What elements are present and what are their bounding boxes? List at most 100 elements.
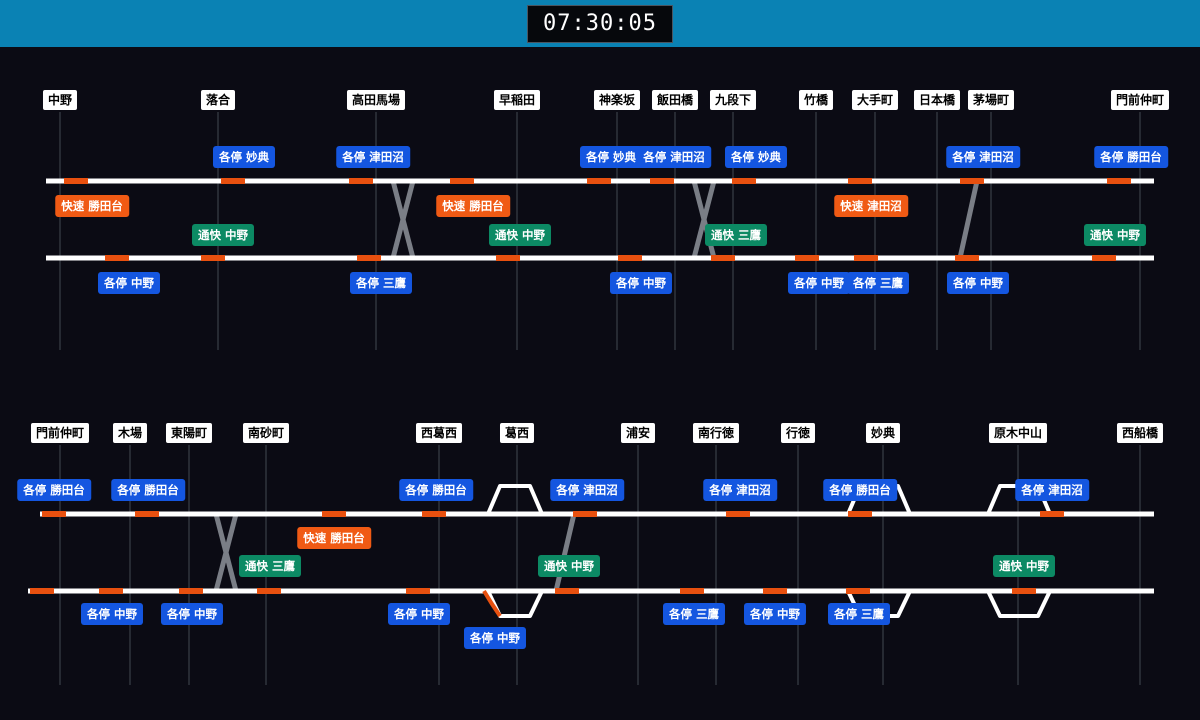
station-label: 葛西 <box>499 423 535 443</box>
train-label-local[interactable]: 各停 津田沼 <box>336 146 410 168</box>
crossover-track <box>553 513 577 592</box>
train-position-block <box>726 511 750 517</box>
train-label-local[interactable]: 各停 中野 <box>463 627 527 649</box>
station-label: 早稲田 <box>493 90 541 110</box>
clock-display: 07:30:05 <box>527 5 673 43</box>
train-label-commuter-rapid[interactable]: 通快 三鷹 <box>704 224 768 246</box>
station-label: 西船橋 <box>1116 423 1164 443</box>
crossover-track <box>691 180 717 259</box>
train-position-block <box>496 255 520 261</box>
train-position-block <box>680 588 704 594</box>
station-label: 原木中山 <box>988 423 1048 443</box>
train-position-block <box>105 255 129 261</box>
train-position-block <box>1092 255 1116 261</box>
train-position-block <box>573 511 597 517</box>
train-position-block <box>64 178 88 184</box>
train-position-block <box>1040 511 1064 517</box>
train-label-commuter-rapid[interactable]: 通快 中野 <box>191 224 255 246</box>
train-position-block <box>795 255 819 261</box>
train-label-local[interactable]: 各停 津田沼 <box>946 146 1020 168</box>
train-position-block <box>763 588 787 594</box>
train-label-local[interactable]: 各停 中野 <box>387 603 451 625</box>
station-label: 竹橋 <box>798 90 834 110</box>
train-label-local[interactable]: 各停 三鷹 <box>846 272 910 294</box>
train-label-local[interactable]: 各停 中野 <box>609 272 673 294</box>
train-label-rapid[interactable]: 快速 津田沼 <box>834 195 908 217</box>
train-label-local[interactable]: 各停 妙典 <box>724 146 788 168</box>
train-position-block <box>848 511 872 517</box>
train-position-block <box>322 511 346 517</box>
train-label-local[interactable]: 各停 津田沼 <box>703 479 777 501</box>
header-bar: 07:30:05 <box>0 0 1200 47</box>
train-position-block <box>201 255 225 261</box>
train-label-rapid[interactable]: 快速 勝田台 <box>297 527 371 549</box>
train-label-local[interactable]: 各停 勝田台 <box>1094 146 1168 168</box>
train-position-block <box>732 178 756 184</box>
station-label: 木場 <box>112 423 148 443</box>
siding-track <box>986 590 1052 618</box>
train-label-local[interactable]: 各停 津田沼 <box>637 146 711 168</box>
station-label: 大手町 <box>851 90 899 110</box>
siding-track <box>486 484 544 515</box>
train-label-local[interactable]: 各停 中野 <box>787 272 851 294</box>
train-position-block <box>555 588 579 594</box>
station-label: 高田馬場 <box>346 90 406 110</box>
station-label: 東陽町 <box>165 423 213 443</box>
occupied-siding <box>482 589 502 618</box>
train-position-block <box>955 255 979 261</box>
station-label: 飯田橋 <box>651 90 699 110</box>
train-label-local[interactable]: 各停 妙典 <box>212 146 276 168</box>
train-position-block <box>422 511 446 517</box>
station-label: 浦安 <box>620 423 656 443</box>
train-label-local[interactable]: 各停 勝田台 <box>823 479 897 501</box>
station-label: 門前仲町 <box>1110 90 1170 110</box>
train-label-local[interactable]: 各停 三鷹 <box>349 272 413 294</box>
train-label-local[interactable]: 各停 津田沼 <box>550 479 624 501</box>
train-position-block <box>349 178 373 184</box>
train-label-local[interactable]: 各停 三鷹 <box>827 603 891 625</box>
train-position-block <box>257 588 281 594</box>
train-label-local[interactable]: 各停 津田沼 <box>1015 479 1089 501</box>
train-label-rapid[interactable]: 快速 勝田台 <box>55 195 129 217</box>
train-label-local[interactable]: 各停 中野 <box>946 272 1010 294</box>
station-label: 落合 <box>200 90 236 110</box>
train-position-block <box>135 511 159 517</box>
train-label-local[interactable]: 各停 勝田台 <box>399 479 473 501</box>
train-label-local[interactable]: 各停 中野 <box>97 272 161 294</box>
station-label: 神楽坂 <box>593 90 641 110</box>
crossover-track <box>957 180 980 259</box>
train-label-local[interactable]: 各停 勝田台 <box>111 479 185 501</box>
train-position-block <box>406 588 430 594</box>
train-label-commuter-rapid[interactable]: 通快 中野 <box>537 555 601 577</box>
train-position-block <box>854 255 878 261</box>
train-position-block <box>357 255 381 261</box>
station-label: 行徳 <box>780 423 816 443</box>
train-position-block <box>587 178 611 184</box>
train-label-local[interactable]: 各停 中野 <box>743 603 807 625</box>
train-label-commuter-rapid[interactable]: 通快 三鷹 <box>238 555 302 577</box>
train-label-commuter-rapid[interactable]: 通快 中野 <box>992 555 1056 577</box>
station-label: 門前仲町 <box>30 423 90 443</box>
train-position-block <box>618 255 642 261</box>
train-label-rapid[interactable]: 快速 勝田台 <box>436 195 510 217</box>
train-position-block <box>848 178 872 184</box>
train-label-commuter-rapid[interactable]: 通快 中野 <box>488 224 552 246</box>
train-label-local[interactable]: 各停 中野 <box>80 603 144 625</box>
train-position-block <box>711 255 735 261</box>
station-label: 南砂町 <box>242 423 290 443</box>
station-label: 九段下 <box>709 90 757 110</box>
station-label: 中野 <box>42 90 78 110</box>
train-label-local[interactable]: 各停 三鷹 <box>662 603 726 625</box>
train-label-local[interactable]: 各停 妙典 <box>579 146 643 168</box>
station-label: 茅場町 <box>967 90 1015 110</box>
train-position-block <box>1012 588 1036 594</box>
train-position-block <box>30 588 54 594</box>
train-position-block <box>450 178 474 184</box>
train-position-block <box>960 178 984 184</box>
train-label-local[interactable]: 各停 中野 <box>160 603 224 625</box>
train-label-commuter-rapid[interactable]: 通快 中野 <box>1083 224 1147 246</box>
train-position-block <box>1107 178 1131 184</box>
train-label-local[interactable]: 各停 勝田台 <box>17 479 91 501</box>
station-label: 南行徳 <box>692 423 740 443</box>
station-label: 日本橋 <box>913 90 961 110</box>
